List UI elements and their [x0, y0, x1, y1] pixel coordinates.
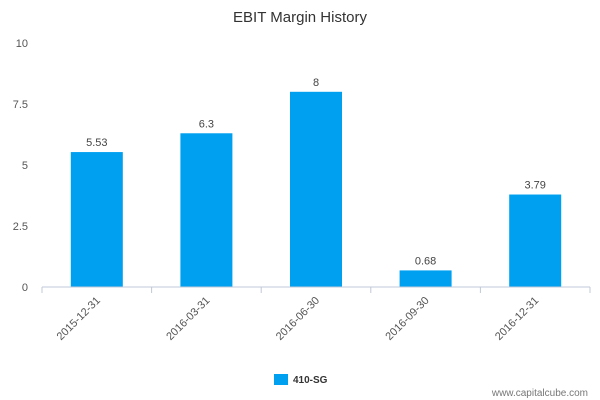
data-label: 8 — [313, 77, 319, 89]
chart-title: EBIT Margin History — [233, 9, 367, 26]
y-tick-label: 2.5 — [13, 221, 28, 233]
bars — [70, 91, 562, 287]
x-tick-label: 2016-03-31 — [164, 295, 212, 343]
legend: 410-SG — [274, 374, 328, 386]
data-labels: 5.53 6.3 8 0.68 3.79 — [86, 77, 546, 268]
x-tick-label: 2016-06-30 — [274, 295, 322, 343]
legend-label: 410-SG — [293, 375, 328, 386]
x-axis: 2015-12-31 2016-03-31 2016-06-30 2016-09-30… — [41, 287, 591, 343]
y-axis: 0 2.5 5 7.5 10 — [13, 38, 28, 294]
watermark: www.capitalcube.com — [491, 388, 588, 399]
bar-2016-03-31 — [180, 133, 233, 287]
data-label: 3.79 — [524, 180, 545, 192]
bar-2016-06-30 — [290, 91, 342, 287]
data-label: 5.53 — [86, 137, 107, 149]
x-tick-label: 2015-12-31 — [55, 295, 103, 343]
y-tick-label: 10 — [16, 38, 28, 50]
legend-swatch — [274, 374, 288, 385]
x-tick-label: 2016-12-31 — [493, 295, 541, 343]
bar-2016-12-31 — [509, 194, 562, 287]
y-tick-label: 5 — [22, 160, 28, 172]
data-label: 6.3 — [199, 118, 214, 130]
bar-2016-09-30 — [399, 270, 452, 287]
x-tick-label: 2016-09-30 — [383, 295, 431, 343]
y-tick-label: 0 — [22, 282, 28, 294]
bar-2015-12-31 — [70, 152, 123, 287]
y-tick-label: 7.5 — [13, 99, 28, 111]
data-label: 0.68 — [415, 255, 436, 267]
